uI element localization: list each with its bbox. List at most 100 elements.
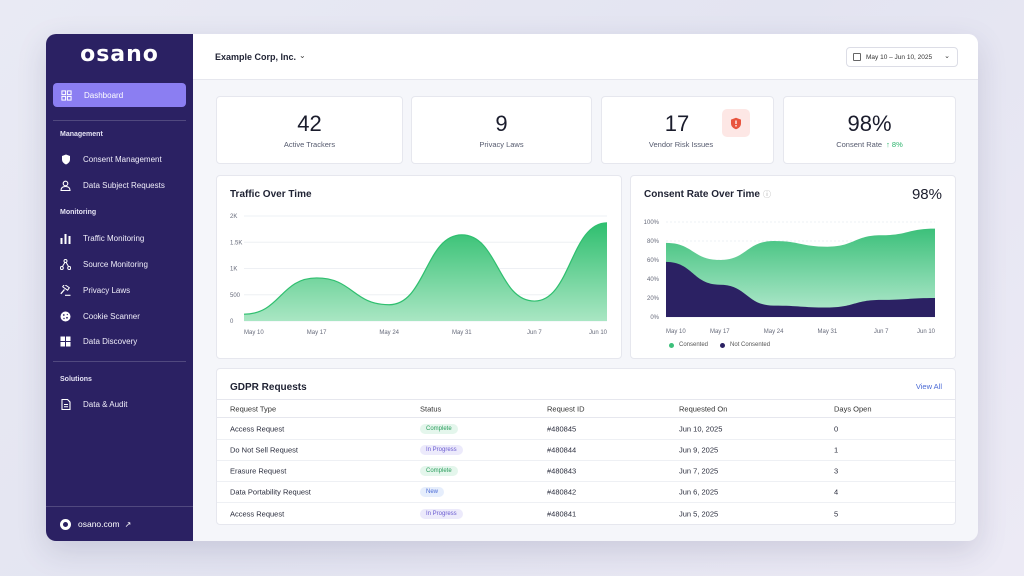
sidebar-item-label: Dashboard [84,90,124,100]
top-bar: Example Corp, Inc. ⌄ May 10 – Jun 10, 20… [193,34,978,80]
date-range-picker[interactable]: May 10 – Jun 10, 2025 ⌄ [846,47,958,67]
legend-label: Consented [679,342,709,348]
request-id: #480844 [547,445,577,455]
days-open: 4 [834,487,839,497]
column-header[interactable]: Request ID [547,404,585,413]
view-all-link[interactable]: View All [915,382,942,391]
table-row[interactable]: Do Not Sell Request In Progress #480844 Jun… [217,440,955,461]
sidebar-footer-link[interactable]: osano.com ↗ [46,506,193,541]
traffic-chart-card: Traffic Over Time 0 500 1K 1.5K 2K May 10 May … [216,175,622,359]
table-row[interactable]: Access Request Complete #480845 Jun 10, 202… [217,419,955,440]
y-tick-label: 0% [650,315,659,321]
section-label-management: Management [60,131,103,138]
x-tick-label: May 31 [818,329,838,335]
sidebar-item-source-monitoring[interactable]: Source Monitoring [60,259,148,270]
y-tick-label: 100% [644,220,660,226]
sidebar-item-data-discovery[interactable]: Data Discovery [60,336,137,347]
days-open: 5 [834,509,839,518]
legend-swatch [720,342,726,348]
calendar-icon [853,53,861,61]
y-tick-label: 0 [230,319,234,325]
y-tick-label: 20% [647,296,660,302]
table-row[interactable]: Data Portability Request New #480842 Jun 6,… [217,482,955,503]
gavel-icon [60,285,71,296]
column-header[interactable]: Request Type [230,404,277,413]
sidebar-item-data-subject-requests[interactable]: Data Subject Requests [60,180,165,191]
user-icon [60,180,71,191]
current-consent-rate: 98% [911,186,942,203]
request-type: Access Request [230,509,285,518]
request-type: Access Request [230,424,285,434]
x-tick-label: Jun 10 [589,330,608,336]
table-title: GDPR Requests [230,382,307,393]
stat-card-privacy-laws[interactable]: 9 Privacy Laws [411,96,592,164]
x-tick-label: Jun 7 [874,329,889,335]
date-range-label: May 10 – Jun 10, 2025 [866,53,933,61]
request-type: Erasure Request [230,466,287,476]
sidebar-item-consent-management[interactable]: Consent Management [60,154,162,165]
stat-card-consent-rate[interactable]: 98% Consent Rate ↑ 8% [783,96,956,164]
main-content: Example Corp, Inc. ⌄ May 10 – Jun 10, 20… [193,34,978,541]
request-type: Do Not Sell Request [230,445,298,455]
chevron-down-icon[interactable]: ⌄ [299,51,306,60]
chevron-down-icon: ⌄ [944,53,950,60]
request-type: Data Portability Request [230,487,311,497]
table-row[interactable]: Access Request In Progress #480841 Jun 5, 2… [217,503,955,524]
days-open: 3 [834,466,839,476]
y-tick-label: 500 [230,293,241,299]
sidebar-item-cookie-scanner[interactable]: Cookie Scanner [60,311,140,322]
chart-legend: Consented Not Consented [669,342,782,348]
x-tick-label: May 24 [379,330,399,336]
column-header[interactable]: Days Open [834,404,872,413]
stat-value: 17 [664,111,690,136]
sidebar-item-dashboard[interactable]: Dashboard [53,83,186,107]
traffic-area-chart: 0 500 1K 1.5K 2K May 10 May 17 May 24 May 31 Jun … [230,214,608,336]
column-header[interactable]: Requested On [679,404,728,413]
osano-logo[interactable]: osano [80,42,159,67]
status-badge: New [420,487,445,497]
y-tick-label: 60% [647,258,660,264]
sidebar-divider [53,120,186,121]
status-badge: In Progress [420,508,463,519]
shield-icon [60,154,71,165]
request-id: #480843 [547,466,577,476]
chart-title: Traffic Over Time [230,189,312,200]
y-tick-label: 1.5K [230,240,242,246]
sidebar-divider [53,361,186,362]
sidebar-item-label: Source Monitoring [83,260,148,269]
stat-value: 9 [495,111,508,136]
sidebar-item-data-audit[interactable]: Data & Audit [60,399,127,410]
legend-item-not-consented: Not Consented [720,342,770,348]
x-tick-label: May 17 [710,329,730,335]
requested-on: Jun 5, 2025 [679,509,719,518]
stat-value: 42 [297,111,322,136]
table-row[interactable]: Erasure Request Complete #480843 Jun 7, 202… [217,461,955,482]
column-header[interactable]: Status [420,404,442,413]
status-badge: In Progress [420,445,463,455]
network-icon [60,259,71,270]
y-tick-label: 40% [647,277,660,283]
stat-label: Vendor Risk Issues [648,140,714,149]
org-selector[interactable]: Example Corp, Inc. [215,52,297,62]
sidebar-item-label: Cookie Scanner [83,312,140,321]
stat-card-active-trackers[interactable]: 42 Active Trackers [216,96,403,164]
y-tick-label: 80% [647,239,660,245]
stat-card-vendor-risk[interactable]: 17 Vendor Risk Issues [601,96,774,164]
cookie-icon [60,311,71,322]
stat-label: Privacy Laws [479,140,524,149]
requested-on: Jun 6, 2025 [679,487,719,497]
legend-label: Not Consented [730,342,771,348]
stat-delta: ↑ 8% [886,140,903,149]
sidebar-item-traffic-monitoring[interactable]: Traffic Monitoring [60,233,144,244]
sidebar-item-label: Data Subject Requests [83,181,165,190]
x-tick-label: Jun 7 [527,330,542,336]
blocks-icon [60,336,71,347]
x-tick-label: Jun 10 [917,329,936,335]
app-window: osano Dashboard Management Consent Manag… [46,34,978,541]
sidebar-item-privacy-laws[interactable]: Privacy Laws [60,285,130,296]
traffic-area [244,222,607,321]
stat-label: Active Trackers [283,140,336,149]
info-icon[interactable]: ⓘ [762,190,771,199]
request-id: #480841 [547,509,577,518]
x-tick-label: May 10 [666,329,686,335]
